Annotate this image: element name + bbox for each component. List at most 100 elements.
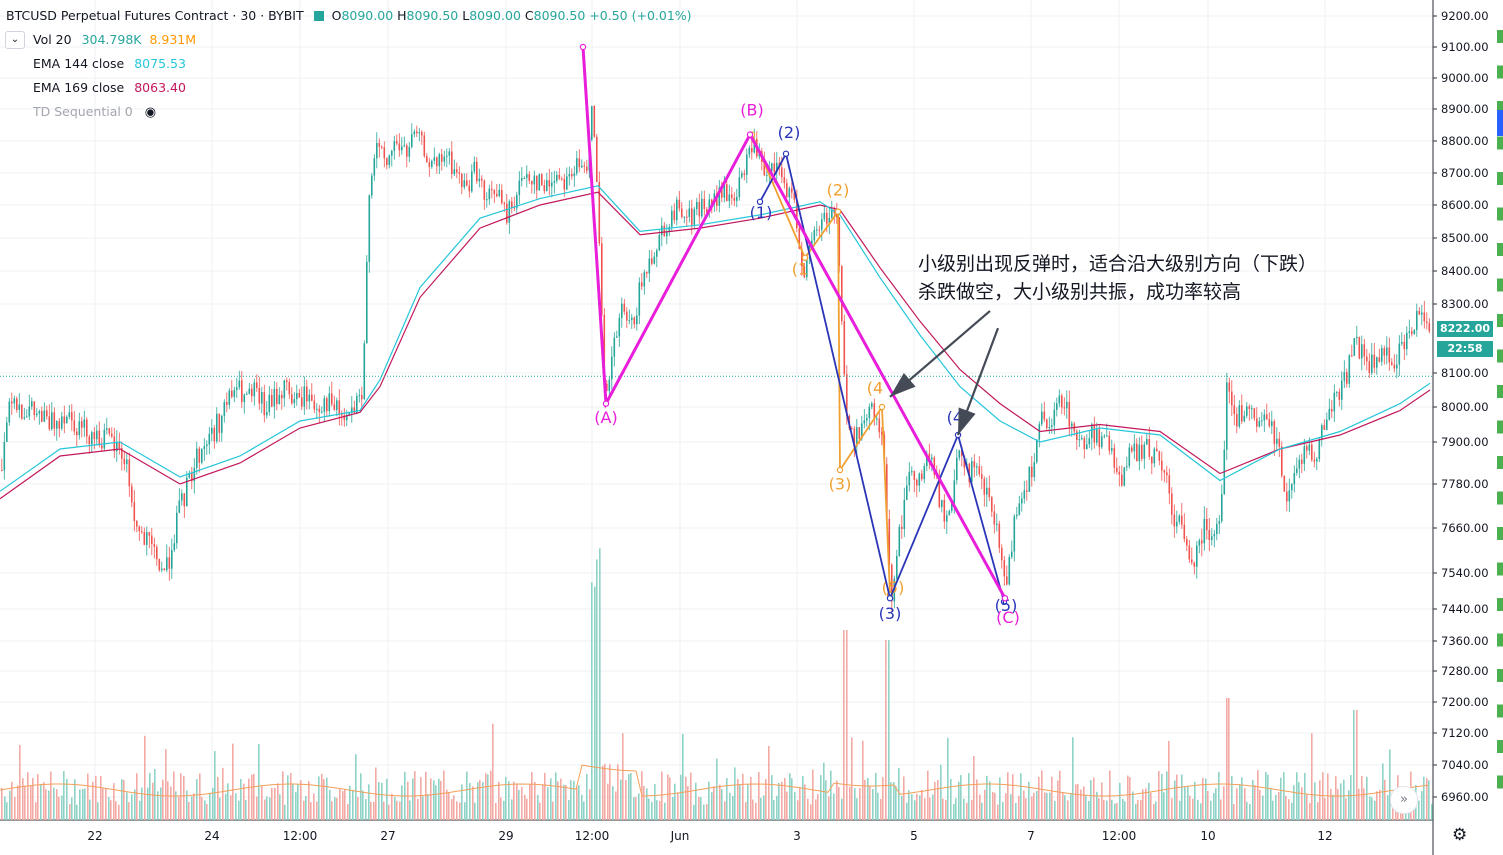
volume-bar (1280, 777, 1282, 820)
volume-bar (167, 781, 169, 820)
candle-body (318, 408, 321, 412)
indicator-ema169[interactable]: EMA 169 close 8063.40 (33, 80, 186, 95)
volume-bar (1291, 802, 1293, 820)
legend-collapse-button[interactable]: ⌄ (5, 31, 25, 49)
volume-bar (381, 782, 383, 820)
volume-bar (979, 794, 981, 820)
candle-body (1126, 466, 1128, 468)
indicator-vol[interactable]: Vol 20 304.798K 8.931M (33, 32, 196, 47)
volume-bar (602, 765, 604, 820)
candle-body (506, 203, 508, 223)
candle-body (1401, 341, 1403, 344)
volume-bar (531, 771, 533, 820)
volume-bar (628, 774, 630, 820)
candle-body (943, 500, 946, 522)
candle-body (116, 442, 118, 452)
candle-body (151, 535, 153, 545)
volume-bar (331, 801, 333, 820)
indicator-ema144[interactable]: EMA 144 close 8075.53 (33, 56, 186, 71)
volume-bar (911, 794, 913, 820)
candle-body (1258, 421, 1261, 427)
candle-body (1011, 551, 1013, 557)
candle-body (558, 174, 561, 179)
volume-bar (518, 789, 520, 820)
candle-body (141, 531, 143, 533)
candle-body (308, 394, 311, 402)
candle-body (628, 319, 631, 321)
candle-body (416, 131, 418, 134)
volume-bar (245, 800, 247, 820)
ema169-value: 8063.40 (134, 80, 186, 95)
candle-body (108, 428, 111, 434)
volume-bar (1283, 772, 1285, 820)
scale-marker (1497, 207, 1503, 221)
candle-body (391, 150, 393, 156)
volume-bar (615, 791, 617, 820)
candle-body (721, 187, 723, 198)
volume-bar (589, 789, 591, 820)
volume-bar (113, 783, 115, 820)
candle-body (1056, 403, 1058, 410)
candle-body (13, 398, 16, 404)
candle-body (953, 480, 956, 504)
wave-navy-point (756, 198, 764, 205)
gear-icon[interactable]: ⚙ (1452, 825, 1468, 845)
volume-bar (773, 799, 775, 820)
candle-body (1196, 545, 1198, 567)
candle-body (118, 442, 121, 449)
volume-bar (1213, 792, 1215, 820)
volume-bar (258, 743, 260, 820)
indicator-td[interactable]: TD Sequential 0 ◉ (33, 104, 156, 120)
price-tick-label: 7040.00 (1441, 758, 1489, 772)
symbol-title: BTCUSD Perpetual Futures Contract · 30 ·… (6, 8, 304, 23)
candle-body (1001, 547, 1003, 561)
price-tick-label: 7120.00 (1441, 726, 1489, 740)
volume-bar (1132, 791, 1134, 820)
candle-body (903, 499, 906, 529)
volume-bar (1345, 798, 1347, 820)
candle-body (876, 418, 878, 420)
volume-bar (617, 764, 619, 820)
time-tick-label: 12 (1317, 829, 1332, 843)
volume-bar (178, 796, 180, 820)
volume-bar (1106, 800, 1108, 820)
volume-bar (271, 787, 273, 820)
volume-bar (1262, 795, 1264, 820)
volume-bar (97, 802, 99, 820)
volume-bar (1038, 776, 1040, 820)
candle-body (636, 315, 638, 325)
candle-body (1211, 536, 1213, 540)
candle-body (353, 407, 356, 414)
candle-body (1363, 344, 1366, 357)
eye-hidden-icon[interactable]: ◉ (144, 105, 157, 120)
volume-bar (1083, 786, 1085, 820)
volume-bar (1298, 782, 1300, 820)
volume-bar (1163, 792, 1165, 820)
candle-body (1351, 355, 1353, 357)
volume-bar (339, 789, 341, 820)
volume-bar (1218, 771, 1220, 820)
candle-body (603, 314, 606, 384)
candle-body (66, 416, 68, 424)
volume-bar (1155, 801, 1157, 820)
candle-body (1108, 435, 1111, 451)
volume-bar (622, 733, 624, 820)
candle-body (1323, 425, 1326, 430)
candle-body (671, 210, 673, 227)
candle-body (441, 154, 443, 162)
scroll-to-latest-button[interactable]: » (1390, 786, 1418, 814)
candle-body (163, 568, 166, 571)
candle-body (648, 258, 651, 274)
volume-bar (864, 779, 866, 820)
volume-bar (214, 751, 216, 820)
candle-body (1058, 395, 1061, 404)
candle-body (396, 141, 398, 144)
candle-body (98, 430, 101, 446)
volume-bar (1161, 773, 1163, 820)
volume-bar (906, 802, 908, 820)
candle-body (1086, 444, 1088, 450)
candle-body (436, 157, 438, 167)
volume-bar (1278, 792, 1280, 820)
volume-bar (963, 798, 965, 820)
